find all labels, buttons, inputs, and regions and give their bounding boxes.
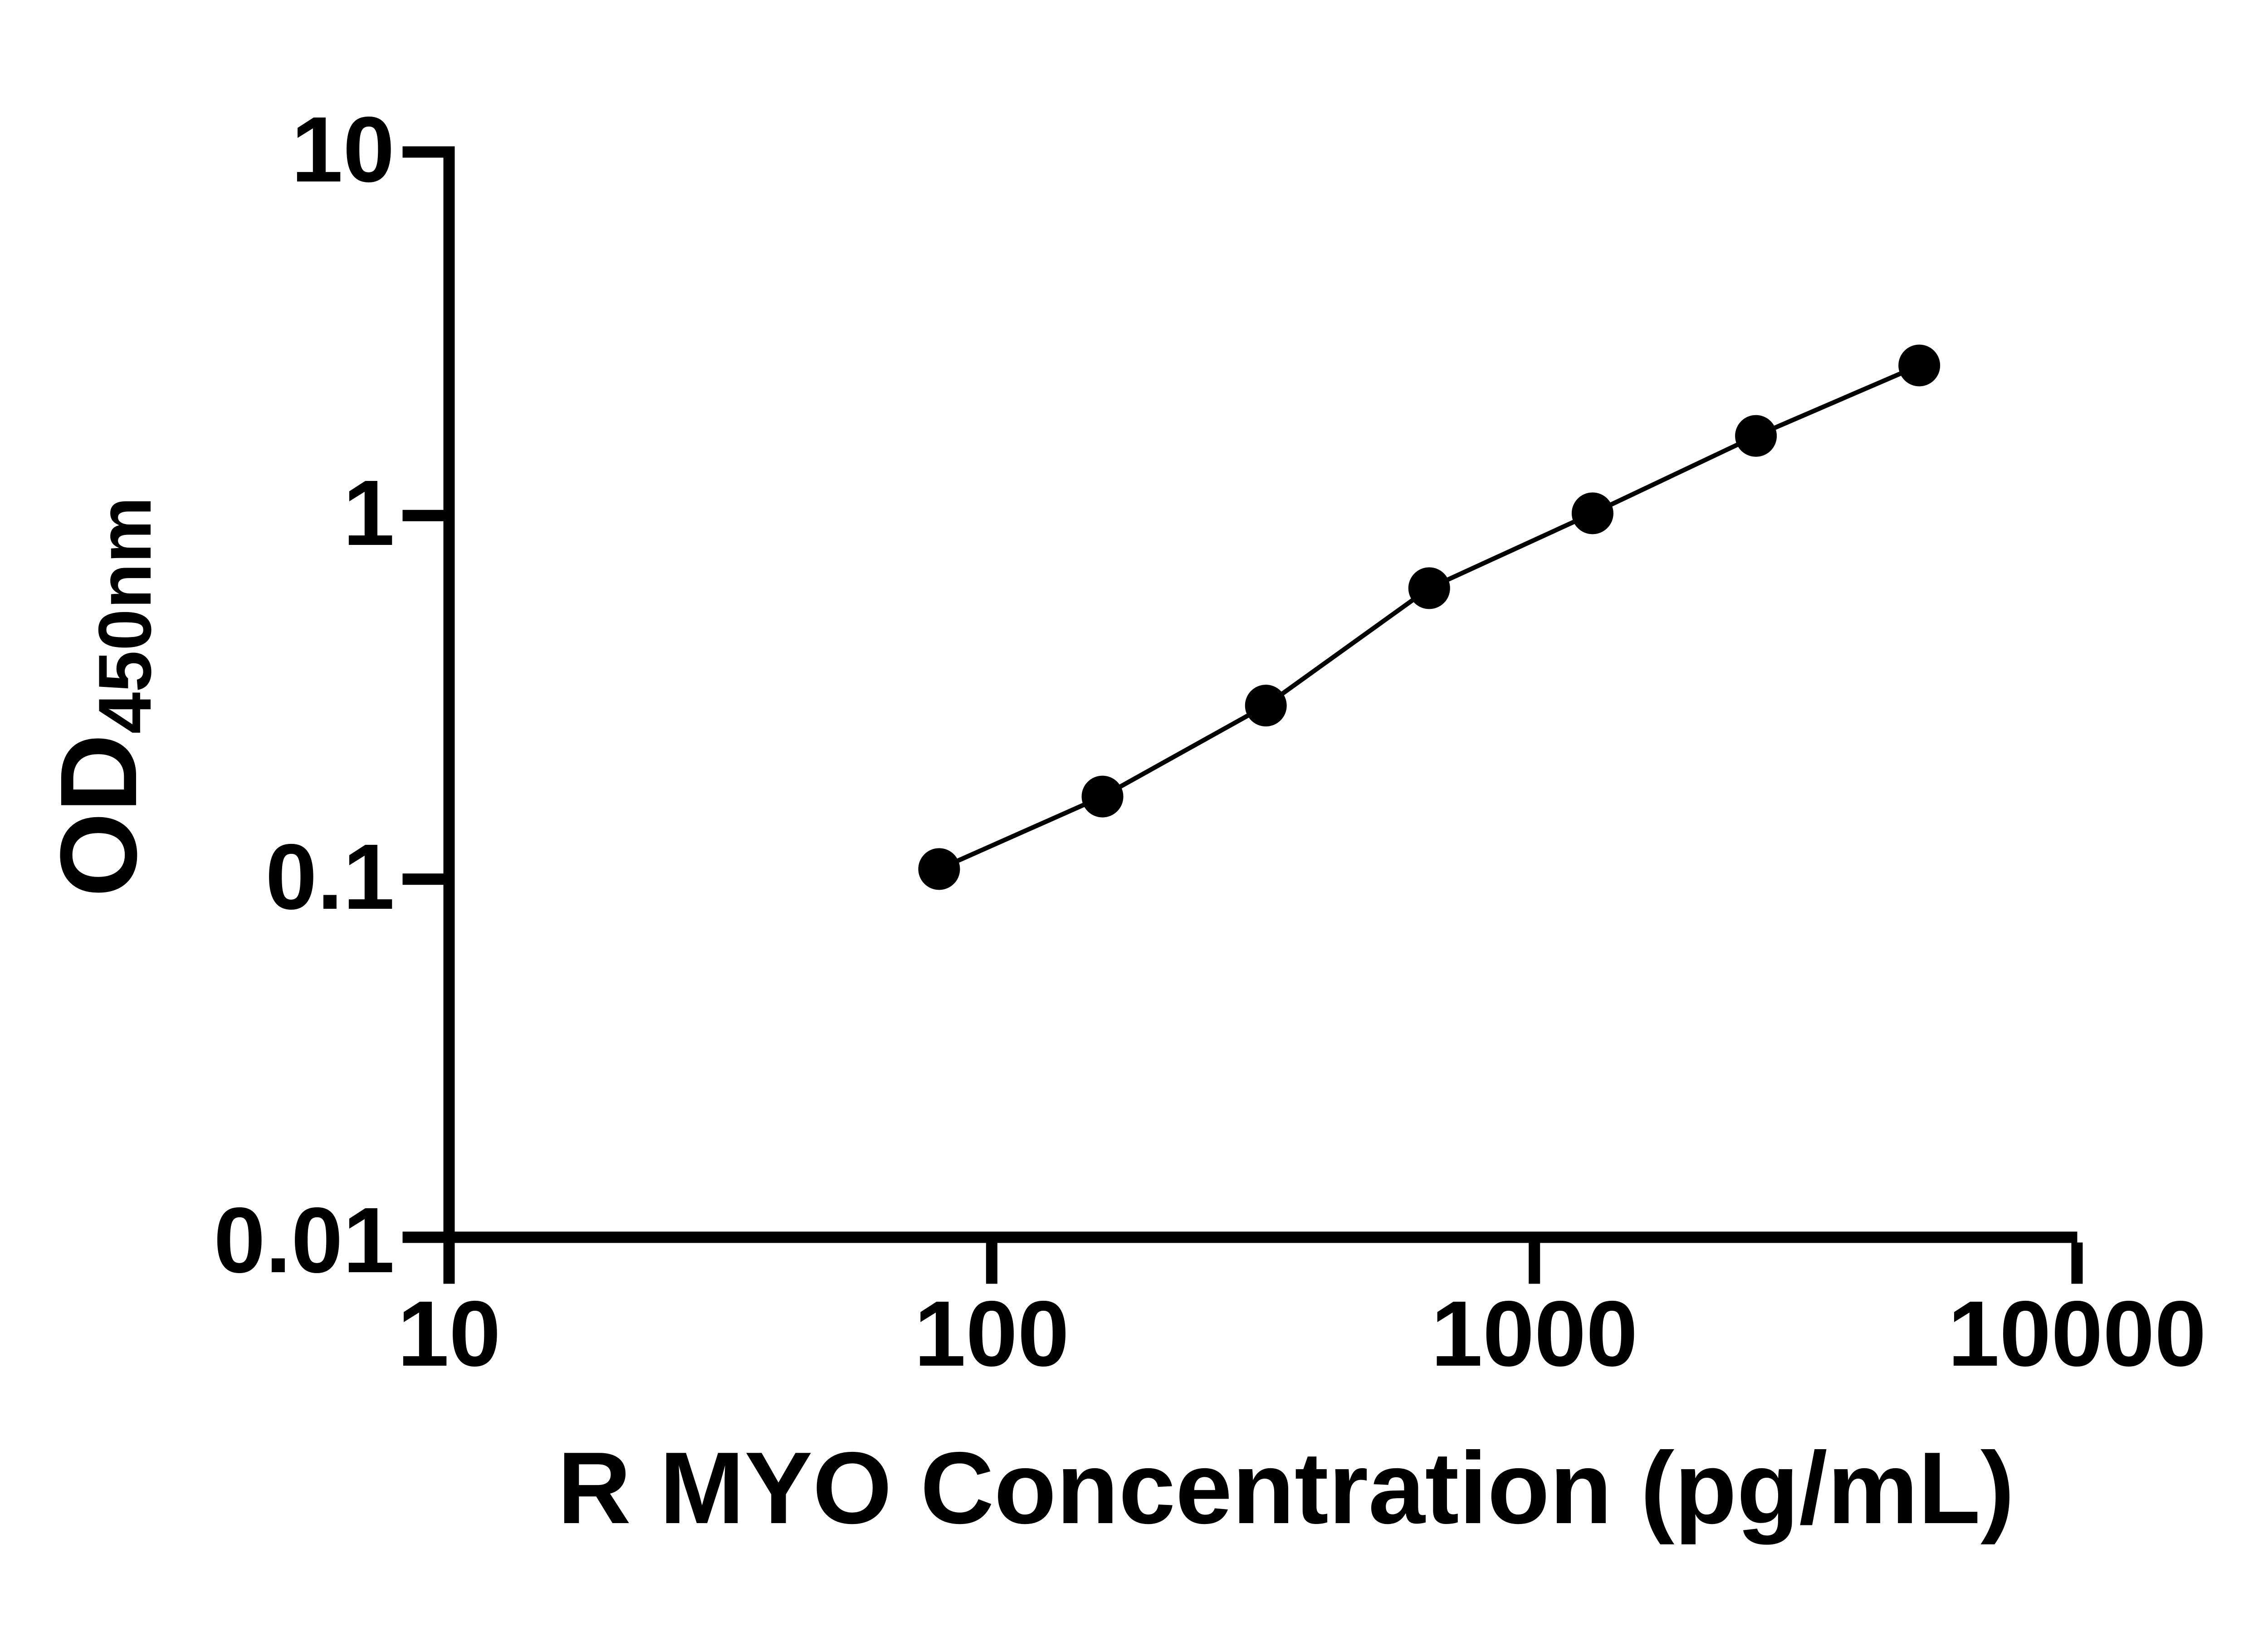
svg-text:R MYO Concentration (pg/mL): R MYO Concentration (pg/mL) [557, 1431, 2014, 1545]
svg-text:10: 10 [291, 98, 395, 201]
svg-text:1: 1 [343, 461, 395, 565]
svg-text:0.01: 0.01 [214, 1188, 395, 1292]
svg-text:10000: 10000 [1948, 1282, 2206, 1386]
svg-text:1000: 1000 [1431, 1282, 1638, 1386]
svg-text:10: 10 [397, 1282, 501, 1386]
svg-text:0.1: 0.1 [265, 825, 395, 929]
svg-text:OD450nm: OD450nm [38, 497, 166, 897]
svg-text:100: 100 [914, 1282, 1069, 1386]
